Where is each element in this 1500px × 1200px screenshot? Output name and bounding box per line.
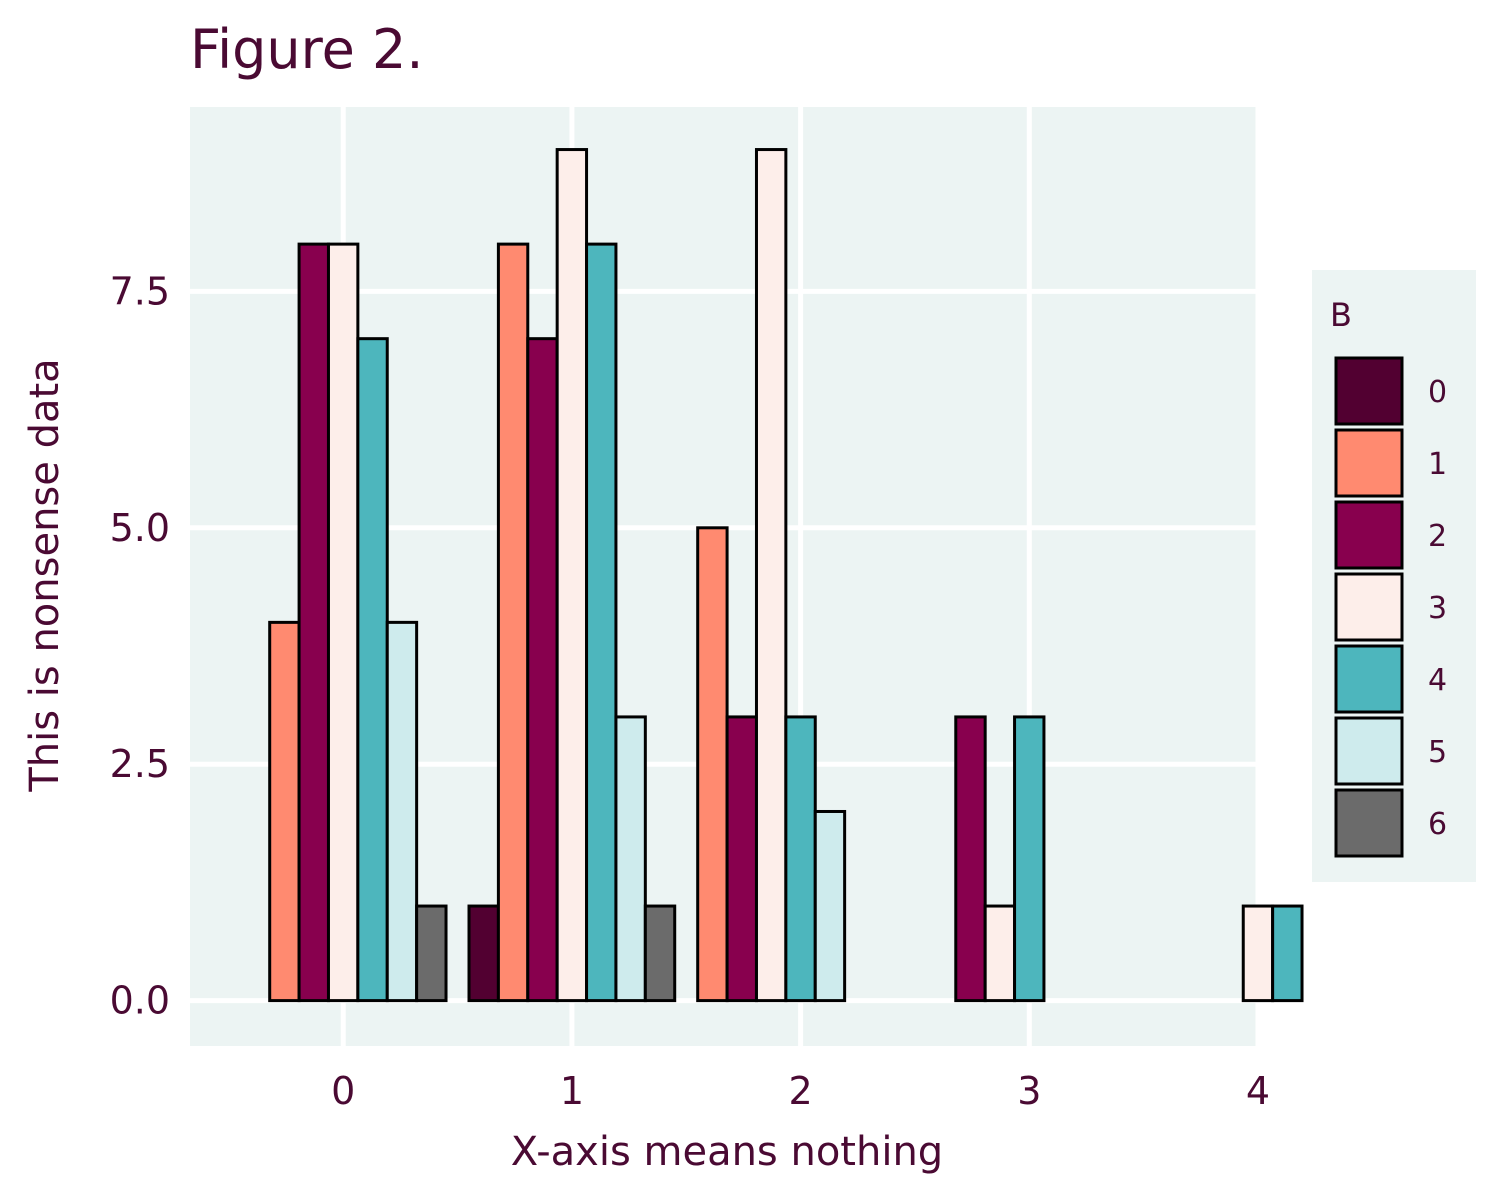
- x-tick-label: 1: [560, 1069, 584, 1113]
- legend-swatch-1: [1334, 428, 1404, 498]
- legend-swatch-4: [1334, 644, 1404, 714]
- y-tick-label: 5.0: [110, 506, 170, 550]
- legend-label-0: 0: [1428, 375, 1447, 410]
- y-axis-label: This is nonsense data: [22, 358, 68, 792]
- bar-x1-b5: [614, 715, 647, 1003]
- legend-swatch-3: [1334, 572, 1404, 642]
- bar-x0-b3: [326, 242, 360, 1003]
- y-tick-label: 0.0: [110, 979, 170, 1023]
- y-axis-ticks: 0.0 2.5 5.0 7.5: [110, 269, 170, 1022]
- bar-x3-b3: [983, 904, 1017, 1003]
- bar-x3-b4: [1013, 715, 1046, 1003]
- legend-items: 0 1 2 3 4 5 6: [1334, 356, 1447, 858]
- legend-title: B: [1330, 296, 1352, 334]
- x-tick-label: 2: [789, 1069, 813, 1113]
- chart-title: Figure 2.: [190, 18, 424, 81]
- bar-x1-b6: [643, 904, 677, 1003]
- bar-x2-b5: [813, 809, 847, 1003]
- bar-x0-b6: [415, 904, 448, 1003]
- y-tick-label: 2.5: [110, 742, 170, 786]
- bar-x0-b4: [356, 337, 389, 1003]
- bar-x1-b1: [496, 242, 530, 1003]
- bar-x1-b4: [585, 242, 618, 1003]
- bar-x2-b4: [784, 715, 817, 1003]
- bar-x3-b2: [954, 715, 987, 1003]
- bar-x1-b0: [467, 904, 500, 1003]
- legend-label-5: 5: [1428, 735, 1447, 770]
- x-tick-label: 4: [1246, 1069, 1270, 1113]
- legend-label-1: 1: [1428, 447, 1447, 482]
- bar-x0-b2: [297, 242, 330, 1003]
- bar-x1-b2: [526, 337, 559, 1003]
- legend-label-4: 4: [1428, 663, 1447, 698]
- bar-x0-b5: [385, 620, 419, 1003]
- bar-x1-b3: [555, 148, 589, 1003]
- x-tick-label: 3: [1017, 1069, 1041, 1113]
- x-tick-label: 0: [331, 1069, 355, 1113]
- bar-x2-b2: [725, 715, 758, 1003]
- legend-swatch-5: [1334, 716, 1404, 786]
- legend-swatch-6: [1334, 788, 1404, 858]
- legend-swatch-0: [1334, 356, 1404, 426]
- legend-swatch-2: [1334, 500, 1404, 570]
- x-axis-label: X-axis means nothing: [511, 1129, 943, 1175]
- bars: [268, 148, 1304, 1003]
- legend: B 0 1 2 3 4 5 6: [1312, 270, 1476, 882]
- legend-label-3: 3: [1428, 591, 1447, 626]
- x-axis-ticks: 0 1 2 3 4: [331, 1069, 1270, 1113]
- bar-x2-b3: [754, 148, 788, 1003]
- legend-label-2: 2: [1428, 519, 1447, 554]
- bar-x4-b3: [1241, 904, 1275, 1003]
- legend-label-6: 6: [1428, 807, 1447, 842]
- y-tick-label: 7.5: [110, 269, 170, 313]
- bar-x2-b1: [696, 526, 729, 1003]
- bar-x4-b4: [1271, 904, 1304, 1003]
- bar-x0-b1: [268, 620, 301, 1003]
